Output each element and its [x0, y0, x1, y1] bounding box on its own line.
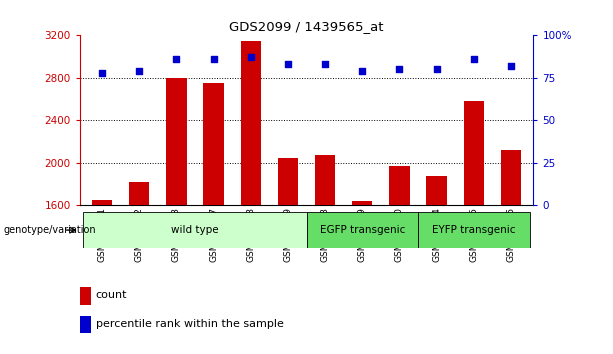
Bar: [83, 212, 306, 248]
Text: percentile rank within the sample: percentile rank within the sample: [96, 319, 283, 329]
Bar: [278, 158, 298, 205]
Point: [246, 55, 256, 60]
Bar: [315, 155, 335, 205]
Text: EYFP transgenic: EYFP transgenic: [432, 225, 516, 235]
Bar: [80, 316, 91, 333]
Bar: [418, 212, 530, 248]
Point: [97, 70, 107, 76]
Bar: [240, 41, 261, 205]
Bar: [204, 82, 224, 205]
Text: wild type: wild type: [171, 225, 219, 235]
Bar: [92, 200, 112, 205]
Bar: [389, 166, 409, 205]
Bar: [306, 212, 418, 248]
Point: [469, 56, 479, 62]
Bar: [463, 101, 484, 205]
Bar: [501, 150, 521, 205]
Point: [208, 56, 218, 62]
Text: genotype/variation: genotype/variation: [4, 225, 97, 235]
Point: [172, 56, 181, 62]
Text: EGFP transgenic: EGFP transgenic: [319, 225, 405, 235]
Title: GDS2099 / 1439565_at: GDS2099 / 1439565_at: [229, 20, 384, 33]
Bar: [80, 287, 91, 305]
Point: [320, 62, 330, 67]
Point: [134, 68, 144, 74]
Text: count: count: [96, 290, 127, 300]
Point: [283, 62, 293, 67]
Point: [432, 67, 441, 72]
Point: [506, 63, 516, 69]
Bar: [129, 182, 150, 205]
Bar: [427, 176, 447, 205]
Point: [357, 68, 367, 74]
Bar: [166, 78, 186, 205]
Bar: [352, 200, 373, 205]
Point: [395, 67, 405, 72]
